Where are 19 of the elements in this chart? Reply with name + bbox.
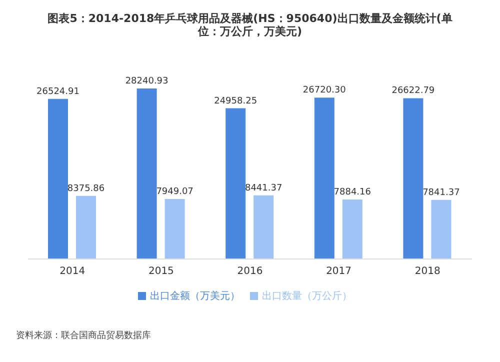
- x-tick-label: 2014: [60, 266, 86, 278]
- x-tick-label: 2016: [237, 266, 263, 278]
- x-tick-label: 2015: [148, 266, 174, 278]
- data-label: 24958.25: [214, 96, 258, 106]
- chart-title: 图表5：2014-2018年乒乓球用品及器械(HS：950640)出口数量及金额统计(单位：万公斤，万美元): [46, 11, 454, 38]
- x-tick-label: 2017: [326, 266, 352, 278]
- data-label: 26720.30: [302, 86, 346, 96]
- data-label: 7884.16: [334, 188, 372, 198]
- data-label: 26524.91: [36, 86, 80, 97]
- data-label: 7841.37: [422, 188, 460, 198]
- x-tick-label: 2018: [414, 266, 440, 278]
- legend-label: 出口金额（万美元）: [150, 291, 240, 302]
- text: 资料来源：联合国商品贸易数据库: [16, 330, 151, 342]
- data-label: 8375.86: [67, 184, 105, 194]
- data-label: 7949.07: [156, 187, 194, 198]
- legend-label: 出口数量（万公斤）: [262, 291, 352, 302]
- data-label: 26622.79: [392, 86, 435, 96]
- data-label: 28240.93: [125, 76, 168, 86]
- data-label: 8441.37: [244, 183, 282, 194]
